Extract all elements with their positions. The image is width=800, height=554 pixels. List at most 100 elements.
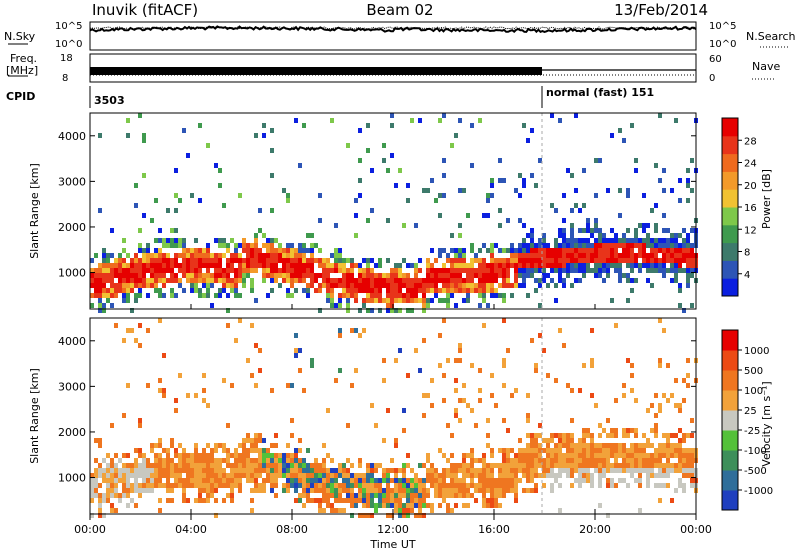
- heatmap-cell: [158, 438, 162, 443]
- heatmap-cell: [486, 198, 490, 203]
- heatmap-cell: [350, 473, 354, 478]
- heatmap-cell: [666, 453, 670, 458]
- heatmap-cell: [502, 358, 506, 363]
- heatmap-cell: [146, 243, 150, 248]
- heatmap-cell: [234, 448, 238, 453]
- heatmap-cell: [234, 278, 238, 283]
- heatmap-cell: [174, 463, 178, 468]
- heatmap-cell: [226, 308, 230, 313]
- heatmap-cell: [662, 243, 666, 248]
- heatmap-cell: [454, 258, 458, 263]
- heatmap-cell: [330, 293, 334, 298]
- heatmap-cell: [650, 208, 654, 213]
- heatmap-cell: [494, 278, 498, 283]
- heatmap-cell: [582, 463, 586, 468]
- heatmap-cell: [238, 473, 242, 478]
- heatmap-cell: [326, 473, 330, 478]
- heatmap-cell: [134, 273, 138, 278]
- heatmap-cell: [178, 483, 182, 488]
- heatmap-cell: [550, 458, 554, 463]
- heatmap-cell: [402, 408, 406, 413]
- heatmap-cell: [302, 488, 306, 493]
- heatmap-cell: [494, 263, 498, 268]
- heatmap-cell: [250, 463, 254, 468]
- heatmap-cell: [490, 463, 494, 468]
- heatmap-cell: [126, 273, 130, 278]
- heatmap-cell: [678, 288, 682, 293]
- heatmap-cell: [630, 243, 634, 248]
- heatmap-cell: [314, 468, 318, 473]
- heatmap-cell: [342, 508, 346, 513]
- heatmap-cell: [610, 248, 614, 253]
- heatmap-cell: [270, 263, 274, 268]
- heatmap-cell: [566, 448, 570, 453]
- heatmap-cell: [386, 408, 390, 413]
- heatmap-cell: [470, 273, 474, 278]
- heatmap-cell: [678, 483, 682, 488]
- heatmap-cell: [658, 358, 662, 363]
- heatmap-cell: [238, 193, 242, 198]
- heatmap-cell: [570, 238, 574, 243]
- heatmap-cell: [238, 268, 242, 273]
- heatmap-cell: [106, 498, 110, 503]
- heatmap-cell: [514, 283, 518, 288]
- heatmap-cell: [682, 308, 686, 313]
- heatmap-cell: [106, 268, 110, 273]
- heatmap-cell: [390, 498, 394, 503]
- time-tick-label: 16:00: [478, 523, 510, 536]
- heatmap-cell: [98, 303, 102, 308]
- heatmap-cell: [518, 463, 522, 468]
- colorbar-swatch: [722, 370, 738, 391]
- heatmap-cell: [374, 288, 378, 293]
- heatmap-cell: [658, 498, 662, 503]
- heatmap-cell: [398, 468, 402, 473]
- heatmap-cell: [542, 448, 546, 453]
- heatmap-cell: [454, 248, 458, 253]
- heatmap-cell: [338, 473, 342, 478]
- heatmap-cell: [454, 288, 458, 293]
- heatmap-cell: [130, 488, 134, 493]
- heatmap-cell: [426, 263, 430, 268]
- heatmap-cell: [222, 378, 226, 383]
- heatmap-cell: [566, 248, 570, 253]
- heatmap-cell: [318, 193, 322, 198]
- heatmap-cell: [658, 468, 662, 473]
- heatmap-cell: [422, 188, 426, 193]
- heatmap-cell: [126, 253, 130, 258]
- heatmap-cell: [298, 268, 302, 273]
- heatmap-cell: [538, 158, 542, 163]
- heatmap-cell: [610, 263, 614, 268]
- heatmap-cell: [370, 498, 374, 503]
- heatmap-cell: [658, 408, 662, 413]
- heatmap-cell: [306, 248, 310, 253]
- heatmap-cell: [326, 273, 330, 278]
- heatmap-cell: [562, 343, 566, 348]
- heatmap-cell: [510, 483, 514, 488]
- heatmap-cell: [554, 443, 558, 448]
- heatmap-cell: [618, 253, 622, 258]
- heatmap-cell: [110, 273, 114, 278]
- heatmap-cell: [174, 468, 178, 473]
- heatmap-cell: [338, 253, 342, 258]
- heatmap-cell: [334, 248, 338, 253]
- heatmap-cell: [318, 508, 322, 513]
- heatmap-cell: [142, 453, 146, 458]
- heatmap-cell: [98, 208, 102, 213]
- heatmap-cell: [654, 243, 658, 248]
- heatmap-cell: [366, 298, 370, 303]
- heatmap-cell: [398, 508, 402, 513]
- heatmap-cell: [434, 198, 438, 203]
- heatmap-cell: [246, 243, 250, 248]
- heatmap-cell: [302, 278, 306, 283]
- heatmap-cell: [366, 123, 370, 128]
- heatmap-cell: [334, 468, 338, 473]
- heatmap-cell: [94, 438, 98, 443]
- heatmap-cell: [510, 473, 514, 478]
- heatmap-cell: [386, 513, 390, 518]
- heatmap-cell: [414, 278, 418, 283]
- heatmap-cell: [350, 383, 354, 388]
- heatmap-cell: [318, 503, 322, 508]
- heatmap-cell: [214, 293, 218, 298]
- heatmap-cell: [114, 478, 118, 483]
- heatmap-cell: [526, 248, 530, 253]
